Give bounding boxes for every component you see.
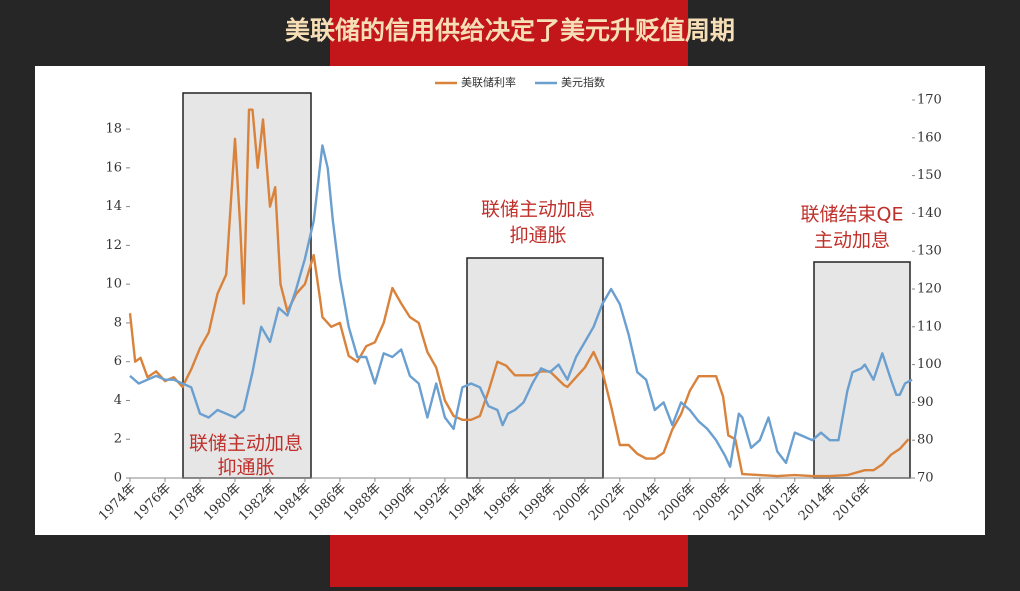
y2-tick-label: 150 <box>917 168 942 183</box>
highlight-box <box>813 261 911 479</box>
legend-label: 美联储利率 <box>461 75 516 89</box>
y-tick-label: 14 <box>105 199 122 214</box>
y-tick-label: 12 <box>105 238 122 253</box>
annotation: 联储结束QE <box>801 204 904 226</box>
y-tick-label: 10 <box>105 277 122 292</box>
y2-tick-label: 130 <box>917 244 942 259</box>
annotation: 联储主动加息 <box>481 199 595 221</box>
series-line <box>128 108 910 478</box>
annotation: 抑通胀 <box>217 457 274 479</box>
y2-tick-label: 100 <box>917 357 942 372</box>
y-tick-label: 16 <box>105 160 122 175</box>
y-tick-label: 2 <box>114 432 122 447</box>
y2-tick-label: 170 <box>917 93 942 108</box>
annotation: 联储主动加息 <box>189 433 303 455</box>
y-tick-label: 4 <box>114 393 122 408</box>
y2-tick-label: 120 <box>917 282 942 297</box>
y2-tick-label: 160 <box>917 130 942 145</box>
y2-tick-label: 90 <box>917 395 934 410</box>
y2-tick-label: 70 <box>917 471 934 486</box>
legend-label: 美元指数 <box>561 75 605 89</box>
y-tick-label: 6 <box>114 354 122 369</box>
y-tick-label: 8 <box>114 315 122 330</box>
annotation: 抑通胀 <box>509 225 566 247</box>
slide-title: 美联储的信用供给决定了美元升贬值周期 <box>285 16 735 45</box>
y2-tick-label: 110 <box>917 319 942 334</box>
y2-tick-label: 140 <box>917 206 942 221</box>
y-tick-label: 18 <box>105 122 122 137</box>
highlight-box <box>466 257 604 479</box>
y-tick-label: 0 <box>114 471 122 486</box>
series-line <box>129 144 913 468</box>
y2-tick-label: 80 <box>917 433 934 448</box>
annotation: 主动加息 <box>814 230 890 252</box>
